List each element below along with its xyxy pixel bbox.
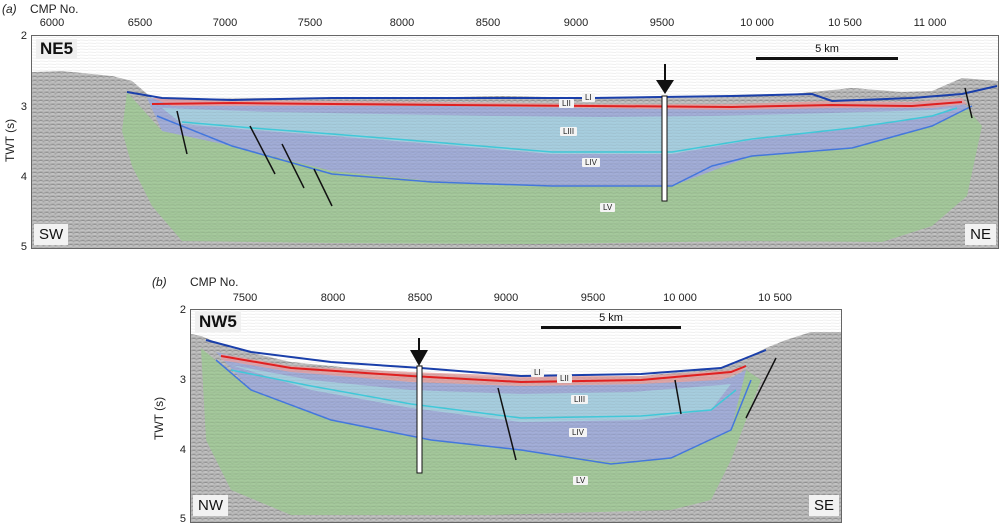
panel-a-cmp-label: CMP No. (30, 2, 79, 16)
panel-b-scale-label: 5 km (599, 312, 623, 324)
panel-a-profile-name: NE5 (36, 39, 78, 59)
unit-label-li: LI (531, 368, 544, 377)
panel-a-right-corner: NE (965, 224, 996, 245)
unit-label-lv: LV (600, 203, 616, 212)
panel-b-section-graphic (191, 310, 841, 522)
y-tick: 5 (20, 241, 27, 253)
x-tick: 7500 (297, 17, 323, 29)
panel-a-letter: (a) (2, 2, 17, 16)
x-tick: 6500 (127, 17, 153, 29)
x-tick: 9500 (649, 17, 675, 29)
panel-b-y-title: TWT (s) (152, 396, 166, 440)
unit-label-liii: LIII (571, 395, 589, 404)
x-tick: 8500 (475, 17, 501, 29)
x-tick: 7500 (232, 292, 258, 304)
x-tick: 10 000 (740, 17, 774, 29)
unit-label-liii: LIII (560, 127, 578, 136)
y-tick: 3 (179, 374, 186, 386)
x-tick: 8000 (389, 17, 415, 29)
panel-a-y-title: TWT (s) (3, 118, 17, 162)
x-tick: 8000 (320, 292, 346, 304)
panel-b-right-corner: SE (808, 495, 839, 516)
unit-label-liv: LIV (582, 158, 601, 167)
x-tick: 9500 (580, 292, 606, 304)
x-tick: 11 000 (913, 17, 947, 29)
unit-label-lii: LII (559, 99, 574, 108)
unit-label-lii: LII (557, 374, 572, 383)
x-tick: 7000 (212, 17, 238, 29)
x-tick: 10 000 (663, 292, 697, 304)
x-tick: 10 500 (828, 17, 862, 29)
x-tick: 8500 (407, 292, 433, 304)
y-tick: 5 (179, 513, 186, 525)
y-tick: 2 (20, 30, 27, 42)
x-tick: 9000 (493, 292, 519, 304)
panel-b-left-corner: NW (193, 495, 228, 516)
x-tick: 6000 (39, 17, 65, 29)
x-tick: 9000 (563, 17, 589, 29)
y-tick: 2 (179, 304, 186, 316)
panel-a-scale-label: 5 km (815, 43, 839, 55)
x-tick: 10 500 (758, 292, 792, 304)
unit-label-liv: LIV (569, 428, 588, 437)
panel-a-seismic-section: NE5 5 km SW NE LI LII LIII LIV LV (31, 35, 999, 249)
panel-a-left-corner: SW (34, 224, 69, 245)
y-tick: 4 (179, 444, 186, 456)
panel-b-seismic-section: NW5 5 km NW SE LI LII LIII LIV LV (190, 309, 842, 523)
panel-b-letter: (b) (152, 275, 167, 289)
unit-label-li: LI (582, 93, 595, 102)
y-tick: 3 (20, 101, 27, 113)
unit-label-lv: LV (573, 476, 589, 485)
panel-b-cmp-label: CMP No. (190, 275, 239, 289)
panel-b-profile-name: NW5 (195, 312, 241, 332)
panel-a-section-graphic (32, 36, 998, 248)
y-tick: 4 (20, 171, 27, 183)
